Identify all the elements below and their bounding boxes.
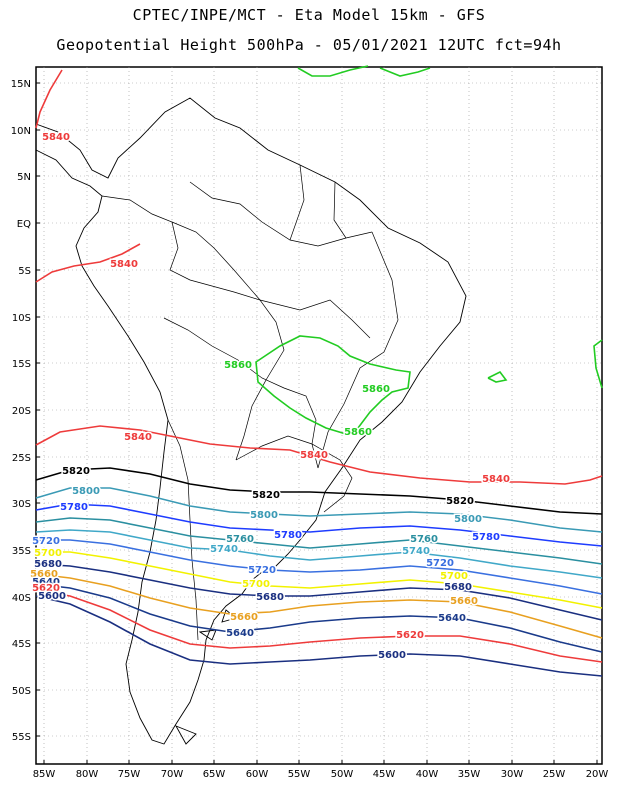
contour-5860	[297, 65, 369, 77]
lat-tick-label: 25S	[12, 453, 31, 464]
contour-label-5840: 5840	[300, 450, 328, 461]
lat-tick-label: 20S	[12, 406, 31, 417]
contour-label-5680: 5680	[444, 582, 472, 593]
contour-5740	[35, 529, 603, 579]
lon-tick-label: 25W	[543, 769, 566, 780]
lat-tick-label: 35S	[12, 546, 31, 557]
contour-label-5840: 5840	[482, 474, 510, 485]
contour-label-5660: 5660	[230, 612, 258, 623]
contour-label-5680: 5680	[256, 592, 284, 603]
title-line-2: Geopotential Height 500hPa - 05/01/2021 …	[56, 36, 562, 54]
contour-5620	[35, 589, 603, 663]
contour-label-5700: 5700	[34, 548, 62, 559]
contour-5820	[35, 467, 603, 515]
lat-tick-label: 45S	[12, 639, 31, 650]
contour-label-5840: 5840	[124, 432, 152, 443]
contour-label-5620: 5620	[396, 630, 424, 641]
contour-label-5860: 5860	[362, 384, 390, 395]
lon-tick-label: 20W	[586, 769, 609, 780]
contour-label-5860: 5860	[344, 427, 372, 438]
lon-tick-label: 80W	[76, 769, 99, 780]
contour-label-5860: 5860	[224, 360, 252, 371]
lat-tick-label: 50S	[12, 686, 31, 697]
lon-tick-label: 60W	[246, 769, 269, 780]
contour-5840	[35, 69, 63, 129]
contour-5640	[35, 583, 603, 653]
contour-label-5700: 5700	[440, 571, 468, 582]
contour-label-5760: 5760	[410, 534, 438, 545]
lat-tick-label: 15N	[11, 79, 31, 90]
contour-label-5720: 5720	[32, 536, 60, 547]
contour-label-5720: 5720	[248, 565, 276, 576]
contour-5860	[379, 67, 431, 77]
contour-label-5640: 5640	[32, 577, 60, 588]
contour-5760	[35, 517, 603, 565]
contour-5720	[36, 539, 603, 595]
country-borders	[101, 164, 399, 641]
contour-5780	[35, 503, 603, 547]
contour-label-5660: 5660	[30, 569, 58, 580]
contour-label-5800: 5800	[72, 486, 100, 497]
contour-5800	[35, 487, 603, 533]
contour-label-5760: 5760	[226, 534, 254, 545]
lon-tick-label: 40W	[416, 769, 439, 780]
lon-tick-label: 50W	[331, 769, 354, 780]
contour-label-5620: 5620	[32, 583, 60, 594]
contour-label-5840: 5840	[42, 132, 70, 143]
lon-tick-label: 75W	[118, 769, 141, 780]
contour-label-5740: 5740	[402, 546, 430, 557]
contour-label-5800: 5800	[250, 510, 278, 521]
contour-label-5780: 5780	[60, 502, 88, 513]
contour-label-5640: 5640	[226, 628, 254, 639]
lon-tick-label: 65W	[203, 769, 226, 780]
axis-labels: 15N 10N 5N EQ 5S 10S 15S 20S 25S 30S 35S 40S 45S 50S 5…	[11, 79, 609, 780]
contour-label-5820: 5820	[62, 466, 90, 477]
contour-label-5840: 5840	[110, 259, 138, 270]
contour-label-5740: 5740	[210, 544, 238, 555]
lat-tick-label: 30S	[12, 499, 31, 510]
contour-label-5780: 5780	[274, 530, 302, 541]
contour-label-5800: 5800	[454, 514, 482, 525]
lon-tick-label: 35W	[458, 769, 481, 780]
contour-label-5600: 5600	[38, 591, 66, 602]
lon-tick-label: 85W	[33, 769, 56, 780]
contour-5680	[35, 563, 603, 621]
lat-tick-label: 10S	[12, 313, 31, 324]
contour-5600	[35, 595, 603, 677]
lat-tick-label: EQ	[17, 219, 31, 230]
lat-tick-label: 10N	[11, 126, 31, 137]
contour-5840	[35, 243, 141, 283]
map-frame	[35, 66, 603, 765]
contour-label-5820: 5820	[252, 490, 280, 501]
lat-tick-label: 55S	[12, 732, 31, 743]
lon-tick-label: 45W	[373, 769, 396, 780]
contour-5860	[593, 339, 603, 389]
contour-5860	[487, 370, 508, 383]
contour-label-5780: 5780	[472, 532, 500, 543]
lat-tick-label: 15S	[12, 359, 31, 370]
contour-label-5680: 5680	[34, 559, 62, 570]
contour-5700	[36, 551, 603, 609]
lon-tick-label: 30W	[501, 769, 524, 780]
title-line-1: CPTEC/INPE/MCT - Eta Model 15km - GFS	[132, 6, 486, 24]
contour-label-5600: 5600	[378, 650, 406, 661]
contour-5840	[35, 425, 603, 485]
contour-label-5660: 5660	[450, 596, 478, 607]
contour-label-5820: 5820	[446, 496, 474, 507]
lat-tick-label: 5N	[17, 172, 31, 183]
grid-lines	[36, 67, 602, 764]
contour-label-5720: 5720	[426, 558, 454, 569]
lon-tick-label: 70W	[161, 769, 184, 780]
contour-label-5700: 5700	[242, 579, 270, 590]
lat-tick-label: 5S	[18, 266, 31, 277]
lat-tick-label: 40S	[12, 593, 31, 604]
contour-5660	[35, 573, 603, 639]
contour-5860	[255, 335, 411, 435]
lon-tick-label: 55W	[288, 769, 311, 780]
contour-label-5640: 5640	[438, 613, 466, 624]
